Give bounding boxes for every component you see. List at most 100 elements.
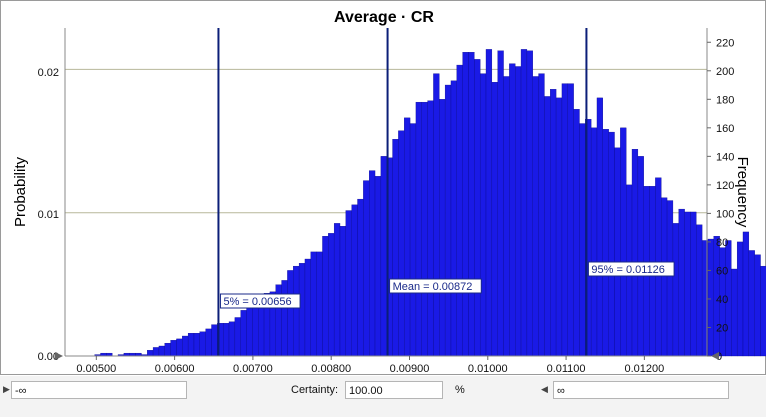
histogram-bar bbox=[298, 263, 306, 357]
histogram-bar bbox=[374, 176, 382, 357]
x-tick-label: 0.00500 bbox=[76, 363, 116, 374]
histogram-bar bbox=[468, 52, 475, 357]
histogram-bar bbox=[520, 49, 528, 357]
histogram-bar bbox=[707, 238, 714, 357]
histogram-bar bbox=[404, 117, 411, 357]
certainty-bar: ▶ -∞ Certainty: 100.00 % ◀ ∞ bbox=[0, 376, 766, 417]
chart-frame: Average · CR 5% = 0.00656 Mean = 0.00872 9… bbox=[0, 0, 766, 375]
histogram-bar bbox=[316, 251, 323, 357]
histogram-bar bbox=[363, 180, 370, 357]
y-right-tick-label: 60 bbox=[716, 265, 728, 277]
histogram-bar bbox=[684, 211, 691, 357]
histogram-bar bbox=[328, 233, 335, 357]
y-right-tick-label: 180 bbox=[716, 94, 734, 106]
x-tick-label: 0.01100 bbox=[547, 363, 586, 374]
histogram-bar bbox=[450, 80, 457, 357]
histogram-chart: Average · CR 5% = 0.00656 Mean = 0.00872 9… bbox=[12, 9, 766, 374]
y-right-tick-label: 100 bbox=[716, 208, 734, 220]
marker-label-box bbox=[587, 261, 675, 277]
histogram-bar bbox=[661, 197, 668, 357]
histogram-bar bbox=[421, 101, 428, 357]
x-tick-label: 0.01000 bbox=[468, 363, 508, 374]
histogram-bar bbox=[550, 89, 557, 357]
histogram-bar bbox=[333, 223, 341, 357]
x-tick-label: 0.00800 bbox=[311, 363, 351, 374]
histogram-bar bbox=[631, 149, 639, 357]
histogram-bar bbox=[567, 83, 574, 357]
marker-label: Mean = 0.00872 bbox=[393, 281, 473, 293]
histogram-bar bbox=[193, 333, 200, 357]
x-tick-label: 0.00900 bbox=[390, 363, 430, 374]
histogram-bar bbox=[515, 66, 522, 357]
histogram-bar bbox=[614, 147, 621, 357]
histogram-bar bbox=[678, 208, 685, 357]
histogram-bar bbox=[742, 231, 750, 357]
upper-bound-input[interactable]: ∞ bbox=[553, 381, 729, 399]
x-tick-label: 0.00700 bbox=[233, 363, 273, 374]
histogram-bar bbox=[497, 50, 504, 357]
histogram-bar bbox=[555, 97, 563, 357]
histogram-bar bbox=[252, 301, 259, 357]
certainty-label: Certainty: bbox=[291, 384, 339, 396]
right-grabber-handle[interactable] bbox=[711, 352, 719, 360]
certainty-input[interactable]: 100.00 bbox=[345, 381, 443, 399]
histogram-bar bbox=[602, 129, 609, 357]
histogram-bar bbox=[456, 64, 463, 357]
histogram-bar bbox=[369, 170, 376, 357]
histogram-bar bbox=[690, 211, 697, 357]
histogram-bar bbox=[205, 328, 212, 357]
histogram-bar bbox=[357, 198, 364, 357]
marker-label: 95% = 0.01126 bbox=[591, 264, 665, 276]
histogram-bar bbox=[164, 342, 171, 357]
percent-label: % bbox=[455, 384, 465, 396]
histogram-bar bbox=[491, 82, 498, 357]
histogram-bar bbox=[439, 99, 446, 357]
histogram-bar bbox=[608, 131, 615, 357]
y-right-tick-label: 20 bbox=[716, 322, 728, 334]
marker-label-box bbox=[389, 278, 482, 294]
y-right-tick-label: 220 bbox=[716, 37, 734, 49]
histogram-bar bbox=[310, 251, 317, 357]
x-axis-ticks: 0.00500 0.00600 0.00700 0.00800 0.00900 0.010… bbox=[76, 356, 664, 374]
lower-bound-input[interactable]: -∞ bbox=[11, 381, 187, 399]
histogram-bar bbox=[287, 270, 294, 357]
marker-label: 5% = 0.00656 bbox=[223, 296, 291, 308]
y-left-tick-label: 0.00 bbox=[38, 351, 59, 363]
histogram-bar bbox=[281, 280, 288, 357]
histogram-bar bbox=[211, 324, 218, 357]
y-left-tick-label: 0.02 bbox=[38, 67, 59, 79]
histogram-bar bbox=[736, 241, 744, 357]
histogram-bar bbox=[170, 340, 177, 357]
histogram-bar bbox=[351, 204, 358, 357]
y-axis-left-ticks: 0.00 0.01 0.02 bbox=[38, 67, 59, 363]
histogram-bar bbox=[228, 321, 236, 357]
histogram-bar bbox=[234, 317, 241, 357]
histogram-bar bbox=[246, 307, 253, 357]
x-tick-label: 0.00600 bbox=[155, 363, 195, 374]
histogram-bar bbox=[433, 73, 440, 357]
y-right-tick-label: 140 bbox=[716, 151, 734, 163]
y-axis-right-title: Frequency bbox=[734, 157, 751, 228]
y-right-tick-label: 200 bbox=[716, 66, 734, 78]
histogram-bar bbox=[304, 258, 311, 357]
y-right-tick-label: 160 bbox=[716, 123, 734, 135]
histogram-bar bbox=[474, 59, 481, 357]
histogram-bar bbox=[532, 76, 539, 357]
histogram-bar bbox=[538, 73, 545, 357]
histogram-bar bbox=[573, 109, 580, 357]
histogram-bars bbox=[94, 49, 766, 357]
histogram-bar bbox=[526, 50, 533, 357]
histogram-bar bbox=[240, 310, 247, 357]
histogram-bar bbox=[596, 97, 603, 357]
histogram-bar bbox=[182, 335, 189, 357]
x-tick-label: 0.01200 bbox=[624, 363, 664, 374]
histogram-bar bbox=[158, 345, 165, 357]
left-grabber-handle[interactable] bbox=[55, 352, 63, 360]
histogram-bar bbox=[293, 265, 300, 357]
histogram-bar bbox=[731, 268, 738, 357]
histogram-bar bbox=[322, 236, 329, 357]
histogram-bar bbox=[176, 338, 183, 357]
histogram-bar bbox=[339, 226, 347, 357]
histogram-bar bbox=[392, 139, 399, 357]
y-right-tick-label: 40 bbox=[716, 294, 728, 306]
